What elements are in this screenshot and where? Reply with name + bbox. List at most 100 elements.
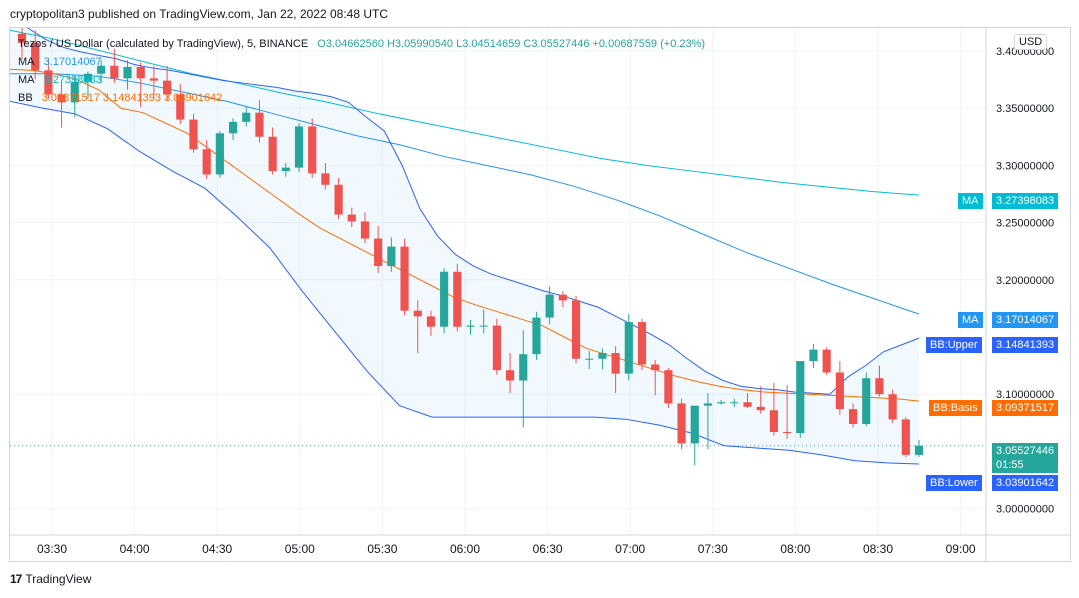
ma2-legend-value: 3.27398083 xyxy=(43,74,102,86)
ma2-legend-label[interactable]: MA xyxy=(18,74,35,86)
x-tick-label: 03:30 xyxy=(37,542,67,556)
candle-body xyxy=(479,325,488,327)
ma-long-badge-label: MA xyxy=(958,193,983,209)
candle-body xyxy=(149,78,159,81)
y-tick-label: 3.10000000 xyxy=(996,389,1054,401)
candle-body xyxy=(347,214,356,222)
candle-body xyxy=(571,300,581,359)
candle-body xyxy=(123,66,132,79)
x-tick-label: 07:30 xyxy=(698,542,728,556)
candle-body xyxy=(189,119,198,150)
candle-body xyxy=(70,81,79,103)
candle-body xyxy=(215,133,224,175)
bb-legend-label[interactable]: BB xyxy=(18,92,33,104)
current-price-value: 3.05527446 xyxy=(996,445,1055,457)
candle-body xyxy=(730,402,739,404)
candle-body xyxy=(492,325,501,371)
bb-basis-badge-label: BB:Basis xyxy=(929,400,982,416)
ma-long-line xyxy=(10,29,920,196)
candle-body xyxy=(17,33,27,43)
tradingview-footer[interactable]: 17 TradingView xyxy=(10,572,91,586)
ma1-legend-label[interactable]: MA xyxy=(18,56,35,68)
candle-body xyxy=(664,370,673,404)
candle-body xyxy=(44,70,53,95)
candle-body xyxy=(334,184,343,215)
x-tick-label: 04:30 xyxy=(202,542,232,556)
candle-body xyxy=(769,410,778,432)
candle-body xyxy=(31,42,40,71)
candle-body xyxy=(374,238,383,267)
candle-body xyxy=(308,126,317,174)
x-tick-label: 08:30 xyxy=(863,542,893,556)
candle-body xyxy=(97,65,106,74)
candle-body xyxy=(796,361,805,434)
candle-body xyxy=(426,316,436,327)
current-price-badge: 3.05527446 01:55 xyxy=(992,443,1059,473)
candle-body xyxy=(585,358,594,360)
candle-body xyxy=(545,294,554,318)
y-tick-label: 3.25000000 xyxy=(996,218,1054,230)
ma-short-badge-value: 3.17014067 xyxy=(992,312,1059,328)
chart-legend: Tezos / US Dollar (calculated by Trading… xyxy=(18,35,705,107)
candle-body xyxy=(281,167,290,172)
candle-body xyxy=(756,406,765,411)
candle-body xyxy=(255,112,264,137)
bb-legend-values: 3.09371517 3.14841393 3.03901642 xyxy=(41,92,223,104)
y-tick-label: 3.30000000 xyxy=(996,160,1054,172)
candle-body xyxy=(321,173,330,185)
bb-basis-line xyxy=(10,68,920,402)
candle-body xyxy=(163,80,172,95)
candle-timer: 01:55 xyxy=(996,459,1024,471)
currency-button[interactable]: USD xyxy=(1014,34,1048,50)
candle-body xyxy=(519,354,528,381)
candle-body xyxy=(57,94,66,103)
candle-body xyxy=(268,136,277,172)
candle-body xyxy=(242,112,251,122)
candle-body xyxy=(651,364,660,371)
candle-body xyxy=(677,403,686,444)
chart-frame[interactable] xyxy=(9,27,1071,562)
candle-body xyxy=(848,409,858,424)
symbol-title[interactable]: Tezos / US Dollar (calculated by Trading… xyxy=(18,38,309,50)
x-tick-label: 06:30 xyxy=(533,542,563,556)
ma-long-badge-value: 3.27398083 xyxy=(992,193,1059,209)
x-tick-label: 04:00 xyxy=(120,542,150,556)
bb-lower-badge-value: 3.03901642 xyxy=(992,475,1059,491)
candle-body xyxy=(822,349,831,373)
candle-body xyxy=(466,325,475,327)
candle-body xyxy=(888,394,897,420)
candle-body xyxy=(862,378,871,424)
x-tick-label: 07:00 xyxy=(615,542,645,556)
bb-upper-line xyxy=(26,28,920,395)
ohlc-values: O3.04662560 H3.05990540 L3.04514659 C3.0… xyxy=(317,38,706,50)
candle-body xyxy=(743,402,752,407)
bb-band-fill xyxy=(10,28,919,465)
candle-body xyxy=(835,372,844,410)
candle-body xyxy=(202,149,211,175)
bb-basis-badge-value: 3.09371517 xyxy=(992,400,1059,416)
x-tick-label: 08:00 xyxy=(780,542,810,556)
candle-body xyxy=(532,317,541,355)
candle-body xyxy=(558,294,567,301)
bb-lower-line xyxy=(10,100,920,465)
tradingview-brand: TradingView xyxy=(25,572,92,586)
candle-body xyxy=(703,403,713,406)
x-tick-label: 06:00 xyxy=(450,542,480,556)
candle-body xyxy=(83,73,93,82)
candle-body xyxy=(413,310,422,317)
ma-short-badge-label: MA xyxy=(958,312,983,328)
candle-body xyxy=(228,121,238,134)
ma-short-line xyxy=(10,73,920,315)
candle-body xyxy=(598,353,607,359)
candle-body xyxy=(611,353,620,374)
x-tick-label: 05:00 xyxy=(285,542,315,556)
candle-body xyxy=(505,370,515,381)
tradingview-logo-icon: 17 xyxy=(10,572,22,586)
candle-body xyxy=(782,431,792,434)
candle-body xyxy=(809,349,818,362)
candle-body xyxy=(914,445,924,455)
y-tick-label: 3.20000000 xyxy=(996,275,1054,287)
candle-body xyxy=(901,419,910,455)
candle-body xyxy=(400,246,409,311)
